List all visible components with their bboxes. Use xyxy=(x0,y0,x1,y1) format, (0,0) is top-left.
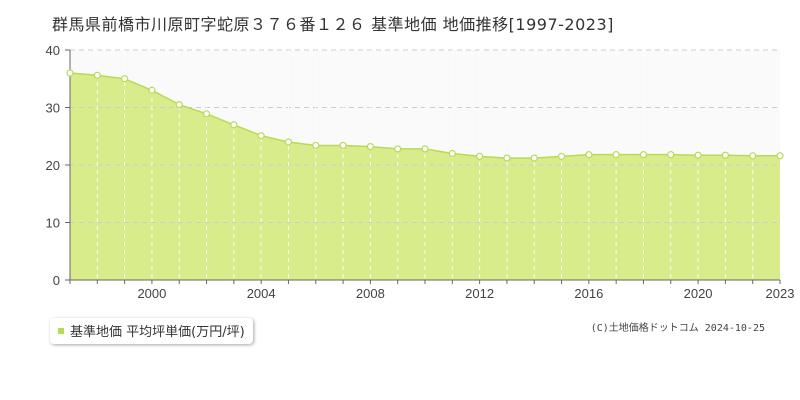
data-point xyxy=(749,152,757,160)
y-tick-label: 10 xyxy=(46,216,60,231)
x-tick-label: 2004 xyxy=(247,286,276,301)
data-point xyxy=(639,151,648,159)
chart-title: 群馬県前橋市川原町字蛇原３７６番１２６ 基準地価 地価推移[1997-2023] xyxy=(52,15,614,34)
data-point xyxy=(312,141,320,150)
data-point xyxy=(448,149,456,158)
data-point xyxy=(421,145,429,153)
x-tick-label: 2012 xyxy=(465,286,494,301)
data-point xyxy=(503,154,511,162)
data-point xyxy=(148,86,156,94)
data-point xyxy=(230,121,238,129)
y-tick-label: 30 xyxy=(46,101,60,116)
data-point xyxy=(175,101,183,109)
data-point xyxy=(257,132,265,140)
data-point xyxy=(721,151,729,159)
x-tick-label: 2023 xyxy=(766,286,795,301)
data-point xyxy=(366,143,374,151)
data-point xyxy=(530,154,538,162)
series-area xyxy=(70,73,780,280)
data-point xyxy=(121,75,129,83)
data-point xyxy=(476,152,484,160)
plot-area: 0 10 20 30 40 2000 2004 2008 2012 2016 2020 2023 xyxy=(46,43,795,301)
data-point xyxy=(694,151,702,159)
data-point xyxy=(93,71,101,79)
x-tick-label: 2020 xyxy=(684,286,713,301)
legend-label: 基準地価 平均坪単価(万円/坪) xyxy=(70,325,245,340)
data-point xyxy=(585,151,593,159)
x-tick-label: 2000 xyxy=(137,286,166,301)
y-tick-label: 20 xyxy=(46,158,60,173)
y-tick-label: 0 xyxy=(53,273,60,288)
x-tick-label: 2016 xyxy=(574,286,603,301)
copyright-notice: (C)土地価格ドットコム 2024-10-25 xyxy=(590,323,765,334)
y-tick-label: 40 xyxy=(46,43,60,58)
data-point xyxy=(557,152,566,160)
x-tick-label: 2008 xyxy=(356,286,385,301)
data-point xyxy=(612,151,620,159)
data-point xyxy=(394,145,402,153)
data-point xyxy=(284,138,293,146)
data-point xyxy=(66,69,74,77)
legend-swatch-icon xyxy=(58,327,64,334)
data-point xyxy=(776,152,784,160)
data-point xyxy=(667,151,675,159)
legend: 基準地価 平均坪単価(万円/坪) xyxy=(50,318,253,344)
data-point xyxy=(339,141,347,150)
data-point xyxy=(202,110,211,118)
